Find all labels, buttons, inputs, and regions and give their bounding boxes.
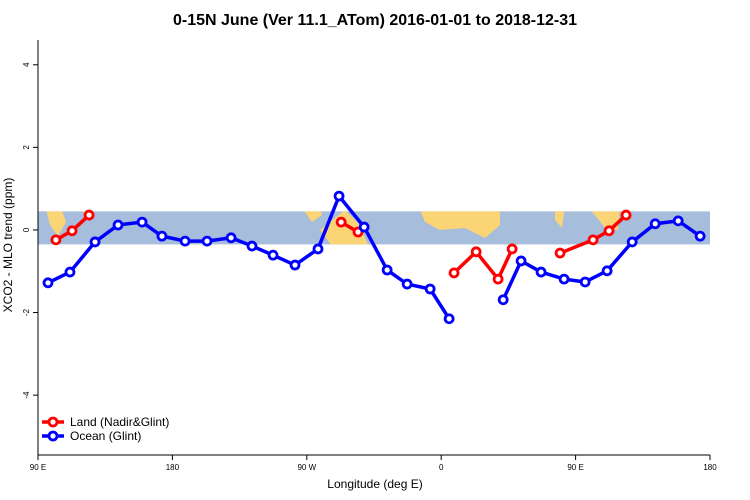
data-point: [649, 218, 661, 230]
data-point: [506, 243, 518, 255]
data-point: [42, 277, 54, 289]
data-point: [50, 234, 62, 246]
data-point: [225, 232, 237, 244]
data-point: [672, 215, 684, 227]
x-tick-label: 90 E: [30, 463, 46, 472]
data-point: [470, 246, 482, 258]
data-point: [179, 235, 191, 247]
legend-label: Ocean (Glint): [70, 429, 141, 443]
legend-marker: [47, 416, 59, 428]
data-point: [83, 209, 95, 221]
data-point: [289, 259, 301, 271]
data-point: [312, 243, 324, 255]
data-point: [558, 273, 570, 285]
y-tick-label: 2: [22, 145, 31, 150]
y-tick-label: 0: [22, 227, 31, 232]
data-point: [381, 264, 393, 276]
data-point: [535, 266, 547, 278]
data-point: [603, 225, 615, 237]
x-tick-label: 90 W: [297, 463, 316, 472]
data-point: [335, 216, 347, 228]
legend-marker: [47, 430, 59, 442]
data-point: [601, 265, 613, 277]
data-point: [515, 255, 527, 267]
x-axis-label: Longitude (deg E): [327, 477, 422, 491]
data-point: [554, 247, 566, 259]
data-point: [66, 225, 78, 237]
y-tick-label: -4: [22, 391, 31, 399]
data-point: [401, 278, 413, 290]
data-point: [443, 313, 455, 325]
chart-title: 0-15N June (Ver 11.1_ATom) 2016-01-01 to…: [173, 12, 577, 29]
data-point: [136, 216, 148, 228]
data-point: [620, 209, 632, 221]
x-tick-label: 180: [703, 463, 717, 472]
data-point: [626, 236, 638, 248]
data-point: [424, 283, 436, 295]
data-point: [89, 236, 101, 248]
y-tick-label: 4: [22, 62, 31, 67]
data-point: [448, 267, 460, 279]
y-axis-label: XCO2 - MLO trend (ppm): [1, 178, 15, 313]
data-point: [267, 249, 279, 261]
y-tick-label: -2: [22, 308, 31, 316]
data-point: [64, 266, 76, 278]
legend-label: Land (Nadir&Glint): [70, 415, 169, 429]
data-point: [156, 230, 168, 242]
data-point: [358, 221, 370, 233]
data-point: [587, 234, 599, 246]
data-point: [333, 190, 345, 202]
data-point: [492, 273, 504, 285]
x-tick-label: 180: [166, 463, 180, 472]
x-tick-label: 0: [439, 463, 444, 472]
x-tick-label: 90 E: [567, 463, 583, 472]
data-point: [112, 219, 124, 231]
data-point: [497, 294, 509, 306]
data-point: [579, 276, 591, 288]
data-point: [201, 235, 213, 247]
data-point: [246, 240, 258, 252]
data-point: [694, 230, 706, 242]
